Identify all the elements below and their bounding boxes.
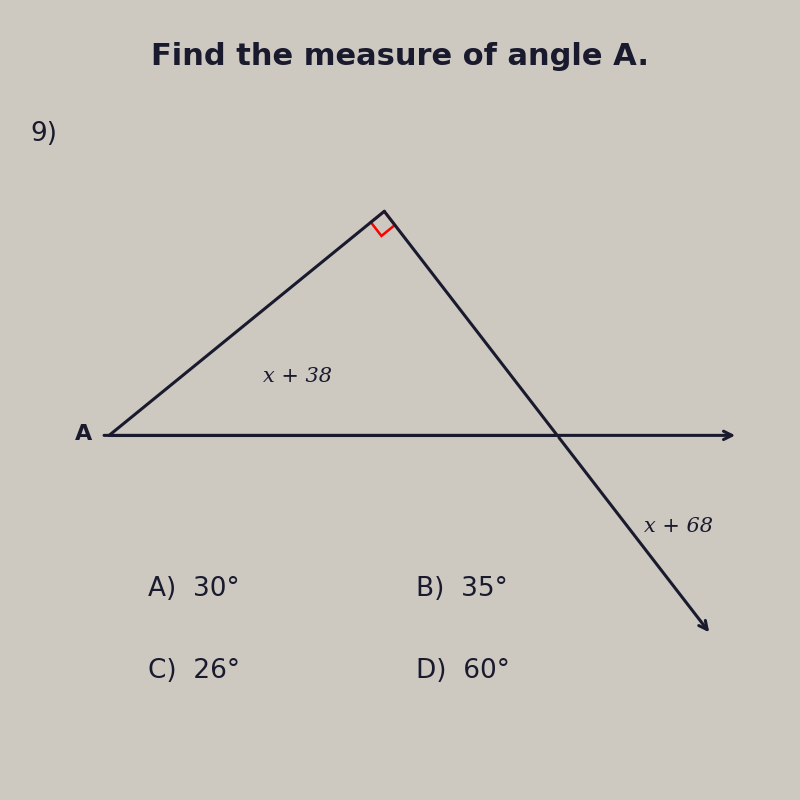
Text: D)  60°: D) 60°	[416, 658, 510, 684]
Text: 9): 9)	[30, 121, 58, 147]
Text: B)  35°: B) 35°	[416, 576, 507, 602]
Text: A)  30°: A) 30°	[149, 576, 240, 602]
Text: x + 68: x + 68	[644, 517, 713, 536]
Text: A: A	[74, 424, 92, 444]
Text: x + 38: x + 38	[263, 367, 332, 386]
Text: Find the measure of angle A.: Find the measure of angle A.	[151, 42, 649, 71]
Text: C)  26°: C) 26°	[149, 658, 241, 684]
